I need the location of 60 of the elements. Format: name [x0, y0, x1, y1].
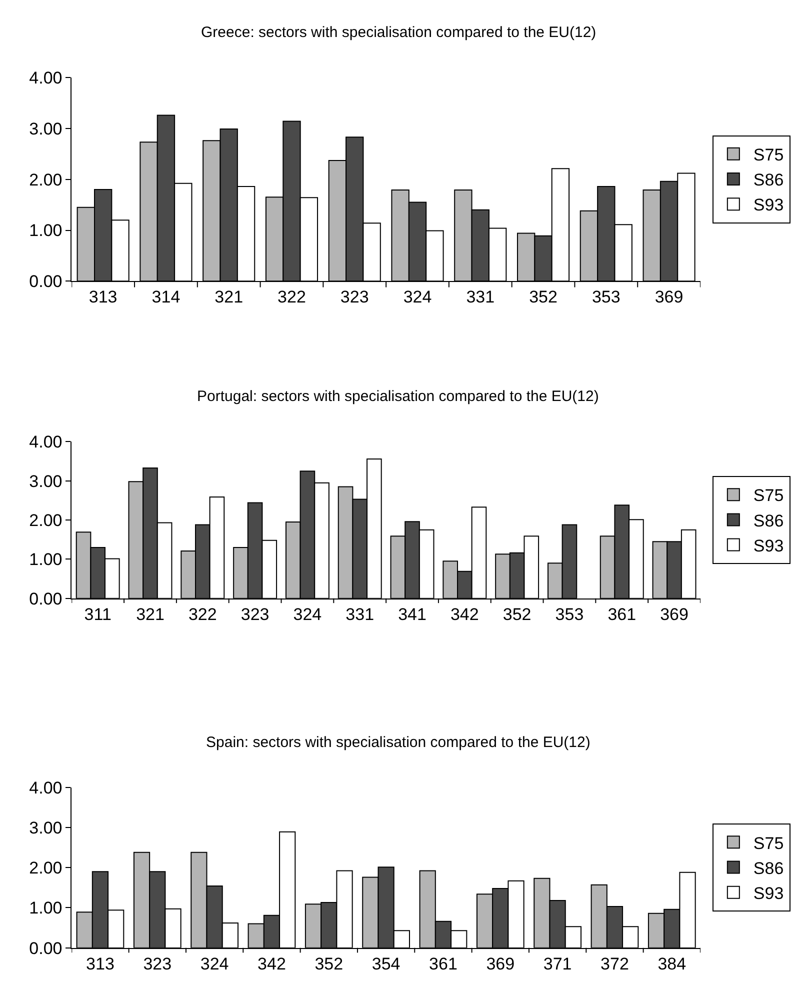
y-tick-label: 1.00 [29, 221, 62, 240]
y-tick-label: 0.00 [29, 589, 62, 608]
x-tick-label: 352 [314, 954, 344, 974]
y-tick-label: 1.00 [29, 550, 62, 570]
y-tick-label: 1.00 [29, 898, 62, 918]
x-tick-label: 369 [486, 954, 515, 974]
x-tick-label: 321 [136, 604, 164, 624]
x-tick-label: 324 [403, 288, 432, 307]
y-tick-label: 2.00 [29, 170, 62, 190]
x-tick-label: 323 [143, 954, 172, 974]
y-tick-label: 2.00 [29, 510, 62, 530]
legend-label: S93 [753, 196, 784, 215]
x-tick-label: 342 [258, 954, 286, 974]
x-tick-label: 322 [278, 288, 306, 307]
x-tick-label: 313 [88, 288, 118, 307]
chart-title: Greece: sectors with specialisation compared to the EU(12) [201, 24, 596, 41]
x-tick-label: 369 [660, 604, 688, 624]
x-tick-label: 342 [450, 604, 479, 624]
chart-title: Spain: sectors with specialisation compared to the EU(12) [206, 734, 590, 751]
legend-label: S86 [753, 511, 784, 530]
y-tick-label: 3.00 [29, 472, 62, 491]
legend-label: S93 [753, 884, 784, 903]
x-tick-label: 372 [600, 954, 629, 974]
legend-label: S75 [753, 834, 784, 853]
x-tick-label: 341 [398, 604, 426, 624]
x-tick-label: 352 [529, 288, 558, 307]
y-tick-label: 0.00 [29, 272, 62, 292]
y-tick-label: 0.00 [29, 938, 62, 958]
chart-title: Portugal: sectors with specialisation compared to the EU(12) [197, 388, 599, 405]
y-tick-label: 3.00 [29, 818, 62, 838]
x-tick-label: 354 [372, 954, 400, 974]
x-tick-label: 324 [200, 954, 229, 974]
x-tick-label: 361 [429, 954, 458, 974]
x-tick-label: 384 [658, 954, 686, 974]
y-tick-label: 4.00 [29, 68, 62, 88]
x-tick-label: 314 [152, 288, 180, 307]
x-tick-label: 352 [502, 604, 532, 624]
legend-label: S75 [753, 486, 784, 506]
legend-label: S93 [753, 536, 784, 556]
x-tick-label: 353 [592, 288, 620, 307]
y-tick-label: 3.00 [29, 119, 62, 138]
x-tick-label: 331 [346, 604, 374, 624]
x-tick-label: 323 [240, 604, 270, 624]
x-tick-label: 371 [543, 954, 572, 974]
legend-label: S86 [753, 858, 784, 878]
x-tick-label: 324 [293, 604, 322, 624]
x-tick-label: 361 [608, 604, 636, 624]
x-tick-label: 331 [466, 288, 495, 307]
y-tick-label: 4.00 [29, 778, 62, 798]
x-tick-label: 353 [555, 604, 584, 624]
x-tick-label: 311 [84, 604, 112, 624]
x-tick-label: 322 [188, 604, 217, 624]
legend-label: S86 [753, 170, 784, 190]
y-tick-label: 4.00 [29, 432, 62, 452]
x-tick-label: 323 [340, 288, 369, 307]
legend-label: S75 [753, 146, 784, 165]
x-tick-label: 369 [654, 288, 684, 307]
x-tick-label: 321 [214, 288, 244, 307]
y-tick-label: 2.00 [29, 858, 62, 878]
x-tick-label: 313 [86, 954, 114, 974]
